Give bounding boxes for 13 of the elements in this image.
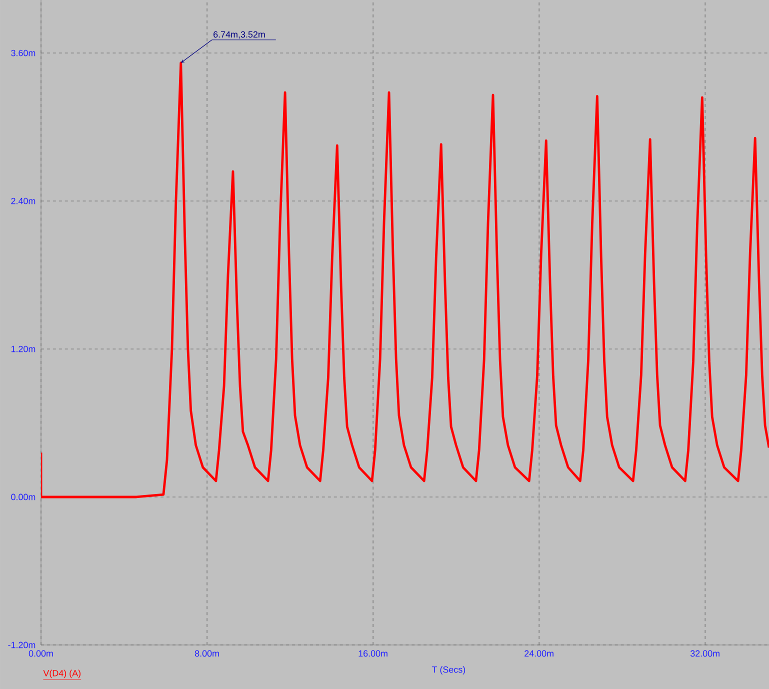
annotation: 6.74m,3.52m [214, 31, 265, 39]
text: V(D4) (A) [43, 670, 80, 678]
x-tick-label: 8.00m [194, 650, 219, 657]
y-tick-label: 3.60m [11, 50, 36, 56]
x-tick-label: 0.00m [28, 650, 53, 657]
y-tick-label: 2.40m [11, 198, 36, 204]
x-tick-label: 16.00m [358, 650, 388, 657]
x-tick-label: 32.00m [690, 650, 720, 657]
y-tick-label: 0.00m [11, 494, 36, 500]
y-tick-label: -1.20m [8, 642, 36, 648]
y-tick-label: 1.20m [11, 346, 36, 352]
x-tick-label: 24.00m [524, 650, 554, 657]
x-axis-title: T (Secs) [432, 666, 466, 675]
